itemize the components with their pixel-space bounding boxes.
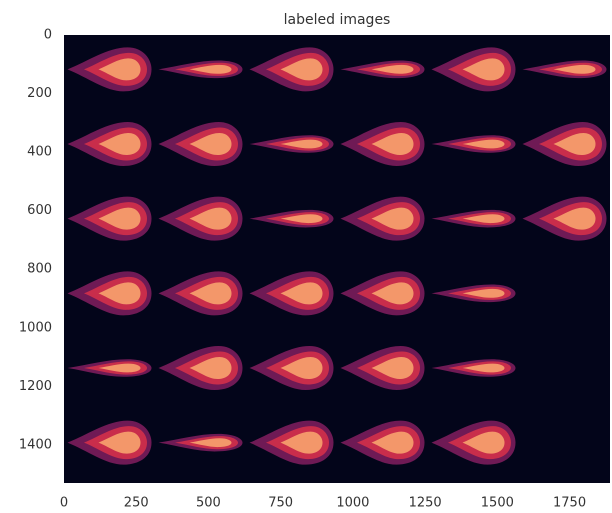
blob [431,135,516,153]
x-tick-label: 250 [124,496,149,511]
blob-layer [371,64,414,74]
blob [158,60,243,79]
blob-layer [98,431,141,454]
blob-layer [189,357,232,379]
x-tick-label: 1750 [553,496,586,511]
blob [522,196,607,241]
y-tick-label: 600 [27,203,52,218]
blob-layer [462,363,505,373]
blob-layer [280,357,323,379]
blob [67,420,152,465]
blob-layer [189,282,232,305]
y-tick-label: 200 [27,86,52,101]
blob-layer [371,357,414,379]
x-tick-label: 1500 [481,496,514,511]
blob-layer [371,282,414,305]
blob [340,60,425,79]
blob [431,209,516,228]
blob [67,359,152,377]
blob-layer [280,58,323,81]
blob [158,433,243,452]
x-tick-label: 1250 [409,496,442,511]
x-tick-label: 750 [268,496,293,511]
blob [431,420,516,465]
blob [158,346,243,390]
blob [340,346,425,390]
blob-layer [462,139,505,149]
blob-layer [189,207,232,230]
blob [431,47,516,92]
blob-layer [462,214,505,224]
chart-title: labeled images [284,12,391,28]
blob [158,196,243,241]
blob [522,60,607,79]
blob-layer [371,207,414,230]
blob-layer [553,207,596,230]
blob-layer [371,431,414,454]
blob [431,359,516,377]
blob [249,420,334,465]
blob-layer [462,288,505,298]
blob [431,284,516,303]
blob [522,122,607,166]
blob-layer [553,64,596,74]
y-tick-label: 400 [27,145,52,160]
x-tick-label: 500 [196,496,221,511]
y-tick-label: 0 [44,28,52,43]
blob-layer [189,133,232,155]
blob [340,196,425,241]
blob-layer [98,58,141,81]
blob [67,47,152,92]
blob [67,271,152,316]
blob-layer [280,214,323,224]
blob-layer [462,431,505,454]
blob-layer [280,431,323,454]
blob [158,122,243,166]
blob [249,135,334,153]
blob [67,122,152,166]
blob-layer [98,133,141,155]
y-tick-label: 800 [27,262,52,277]
blob [340,271,425,316]
blob-layer [280,282,323,305]
blob-layer [189,438,232,448]
blob-layer [98,207,141,230]
blob [158,271,243,316]
y-tick-label: 1200 [19,379,52,394]
blob [249,47,334,92]
blob [340,122,425,166]
blob-layer [98,363,141,373]
x-tick-label: 1000 [336,496,369,511]
x-tick-label: 0 [60,496,68,511]
blob-layer [462,58,505,81]
image-area [64,35,610,483]
image-content [67,47,607,465]
blob [340,420,425,465]
blob-layer [371,133,414,155]
blob [249,346,334,390]
y-tick-label: 1400 [19,437,52,452]
blob-layer [280,139,323,149]
blob-layer [98,282,141,305]
blob [249,271,334,316]
blob-layer [553,133,596,155]
blob [249,209,334,228]
blob-layer [189,64,232,74]
blob [67,196,152,241]
y-tick-label: 1000 [19,320,52,335]
